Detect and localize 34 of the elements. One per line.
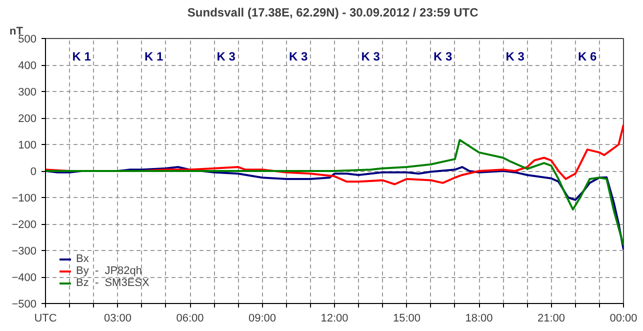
y-tick-label: −200 [12,219,37,231]
y-tick-label: 0 [30,166,37,178]
annotation: K 3 [216,50,236,64]
x-tick-label: 06:00 [176,312,204,324]
y-tick-label: −400 [12,272,37,284]
x-tick-label: 00:00 [610,312,638,324]
legend-label: By - JP82qh [76,265,142,277]
y-tick-label: −100 [12,192,37,204]
annotation: K 3 [434,50,453,64]
y-tick-label: 200 [18,113,37,125]
y-tick-label: −300 [12,246,37,258]
line-series [46,138,624,246]
x-tick-label: 03:00 [104,312,132,324]
y-tick-label: 100 [18,140,37,152]
x-tick-label: UTC [34,312,57,324]
annotation: K 3 [289,50,308,64]
x-tick-label: 15:00 [392,312,421,324]
x-tick-label: 21:00 [537,312,566,324]
x-tick-label: 18:00 [465,312,493,324]
y-tick-label: 400 [18,60,37,72]
legend-label: Bx [76,253,90,265]
y-tick-label: 300 [18,86,37,98]
x-tick-label: 12:00 [320,312,348,324]
x-tick-label: 09:00 [248,312,276,324]
annotation: K 1 [72,50,92,64]
legend-label: Bz - SM3ESX [76,277,150,289]
y-tick-label: −500 [12,298,37,310]
line-series [46,166,624,250]
annotation: K 3 [506,50,525,64]
annotation: K 6 [578,50,598,64]
chart-title: Sundsvall (17.38E, 62.29N) - 30.09.2012 / 23:59 UTC [187,6,479,20]
y-tick-label: 500 [18,34,37,46]
annotation: K 3 [361,50,380,64]
annotation: K 1 [144,50,164,64]
